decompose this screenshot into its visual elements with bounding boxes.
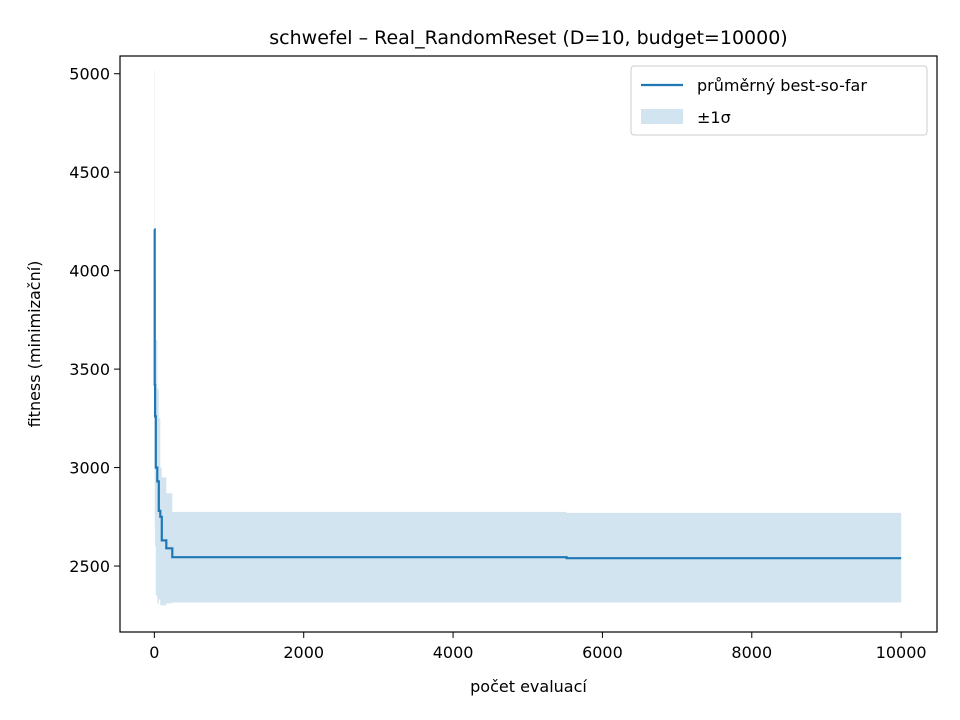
x-tick-label: 2000 [283,643,324,662]
std-band [154,69,902,606]
legend-band-swatch [641,109,683,124]
x-axis: 0 2000 4000 6000 8000 10000 [149,632,927,662]
y-tick-label: 3500 [69,360,110,379]
x-tick-label: 10000 [876,643,927,662]
y-tick-label: 4000 [69,262,110,281]
plot-area [120,56,937,632]
x-tick-label: 8000 [731,643,772,662]
y-tick-label: 5000 [69,65,110,84]
y-axis-label: fitness (minimizační) [25,261,44,428]
x-tick-label: 4000 [433,643,474,662]
chart-title: schwefel – Real_RandomReset (D=10, budge… [269,27,787,49]
mean-line-layer [153,228,902,560]
legend-label-mean: průměrný best-so-far [697,76,867,95]
legend-label-band: ±1σ [697,108,731,127]
legend-box [630,65,928,136]
x-tick-label: 0 [149,643,159,662]
y-tick-label: 2500 [69,557,110,576]
y-tick-label: 4500 [69,163,110,182]
x-tick-label: 6000 [582,643,623,662]
mean-line [153,228,902,560]
y-tick-label: 3000 [69,459,110,478]
x-axis-label: počet evaluací [470,677,587,696]
legend: průměrný best-so-far ±1σ [630,65,928,136]
y-axis: 2500 3000 3500 4000 4500 5000 [69,65,120,576]
plot-frame [119,55,938,633]
std-band-layer [154,69,902,606]
